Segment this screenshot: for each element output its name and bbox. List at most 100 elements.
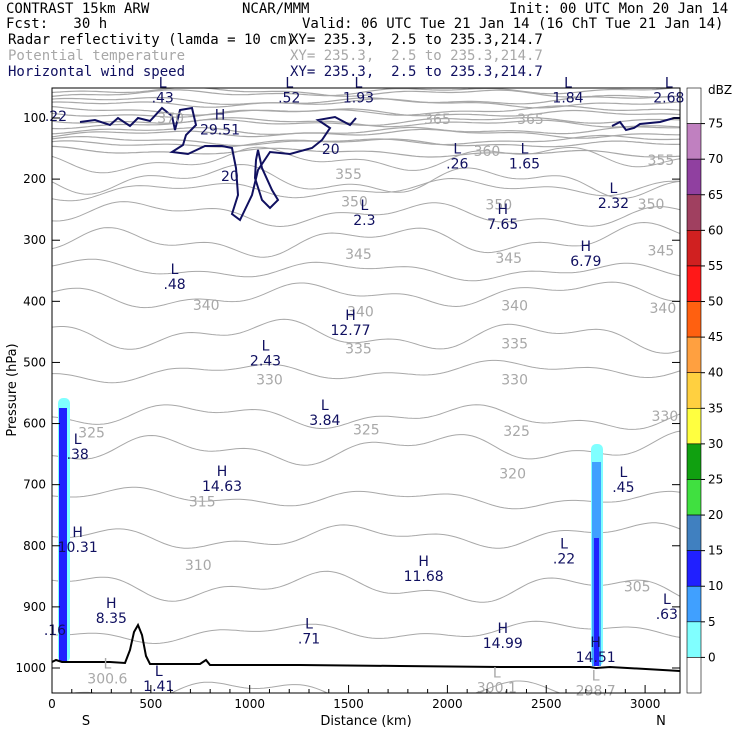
- theta-contour-label: 340: [193, 298, 220, 314]
- extremum-marker: L: [453, 142, 461, 158]
- colorbar-swatch: [686, 479, 702, 516]
- plot-frame: [51, 87, 681, 694]
- x-tick-label: 2500: [531, 697, 562, 711]
- extremum-value: 3.84: [309, 413, 340, 429]
- theta-contour-line: [52, 126, 680, 138]
- colorbar-swatch: [686, 301, 702, 338]
- extremum-marker: H: [497, 202, 508, 218]
- extremum-value: .26: [446, 157, 468, 173]
- extremum-marker: L: [665, 76, 673, 92]
- theta-contour-label: 365: [424, 112, 451, 128]
- axes: 0 500 1000 1500 2000 2500 3000 100 200 300 400 500 6…: [5, 87, 681, 729]
- extremum-marker: L: [560, 536, 568, 552]
- theta-contour-label: 305: [624, 580, 651, 596]
- theta-contour-label: 340: [347, 305, 374, 321]
- theta-contour-label: 320: [499, 467, 526, 483]
- theta-contour-line: [52, 134, 680, 148]
- forecast-hour: Fcst: 30 h: [6, 16, 108, 32]
- colorbar-level-label: 30: [708, 437, 723, 451]
- theta-contour-label: 325: [78, 426, 105, 442]
- colorbar-level-label: 25: [708, 472, 723, 486]
- theta-contour-line: [52, 146, 680, 174]
- extremum-marker: L: [285, 76, 293, 92]
- colorbar-level-label: 75: [708, 117, 723, 131]
- wind-contour-label: 20: [322, 142, 340, 158]
- theta-contour-line: [52, 163, 680, 199]
- extremum-value: .22: [45, 109, 67, 125]
- theta-contour-label: 310: [185, 558, 212, 574]
- colorbar-swatch: [686, 585, 702, 623]
- theta-contour-label: 345: [345, 247, 372, 263]
- extremum-marker: H: [72, 525, 83, 541]
- theta-contour-label: 315: [189, 495, 216, 511]
- y-tick-label: 300: [23, 233, 46, 247]
- extremum-value: 14.99: [483, 636, 523, 652]
- colorbar-swatch: [686, 230, 702, 267]
- extremum-value: 7.65: [487, 217, 518, 233]
- y-tick-label: 800: [23, 539, 46, 553]
- theta-contour-label: 355: [335, 167, 362, 183]
- wind-contour-lines: [79, 106, 680, 222]
- extremum-value: 2.68: [653, 91, 684, 107]
- x-tick-label: 0: [48, 697, 56, 711]
- y-tick-label: 700: [23, 478, 46, 492]
- extremum-marker: H: [581, 239, 592, 255]
- colorbar-swatch: [686, 336, 702, 374]
- model-title: CONTRAST 15km ARW: [6, 1, 150, 17]
- extremum-value: 6.79: [570, 254, 601, 270]
- theta-contour-line: [52, 281, 680, 309]
- extremum-marker: L: [321, 398, 329, 414]
- colorbar-level-label: 65: [708, 188, 723, 202]
- extremum-value: 8.35: [96, 611, 127, 627]
- colorbar-level-label: 45: [708, 330, 723, 344]
- extremum-value: 14.51: [576, 650, 616, 666]
- theta-contour-label: 330: [256, 372, 283, 388]
- theta-contour-line: [52, 106, 680, 117]
- extremum-marker: H: [345, 308, 356, 324]
- theta-contour-line: [52, 177, 680, 202]
- theta-contour-label: 340: [650, 301, 677, 317]
- extremum-marker: H: [215, 107, 226, 123]
- colorbar-level-label: 15: [708, 544, 723, 558]
- theta-contour-line: [52, 570, 680, 603]
- extremum-value: 10.31: [58, 540, 98, 556]
- colorbar-swatch: [686, 194, 702, 231]
- extremum-value: 298.7: [576, 683, 616, 699]
- extremum-marker: H: [590, 635, 601, 651]
- theta-contour-line: [52, 136, 680, 148]
- xy-theta: XY= 235.3, 2.5 to 235.3,214.7: [290, 48, 543, 64]
- theta-contour-label: 350: [341, 195, 368, 211]
- colorbar-level-label: 40: [708, 366, 723, 380]
- colorbar-swatch: [686, 621, 702, 658]
- theta-contour-label: 345: [495, 251, 522, 267]
- extremum-value: 11.68: [404, 569, 444, 585]
- y-tick-label: 1000: [15, 661, 46, 675]
- terrain-line: [52, 622, 680, 672]
- extremum-value: 2.3: [353, 213, 375, 229]
- extremum-marker: L: [663, 592, 671, 608]
- x-tick-label: 2000: [432, 697, 463, 711]
- x-axis-label: Distance (km): [320, 714, 411, 729]
- extremum-marker: L: [74, 432, 82, 448]
- theta-contour-line: [52, 486, 680, 510]
- colorbar-swatch: [686, 407, 702, 445]
- colorbar-level-label: 55: [708, 259, 723, 273]
- reflectivity-cell: [594, 538, 599, 666]
- colorbar-swatch: [686, 514, 702, 551]
- x-tick-label: 1500: [333, 697, 364, 711]
- south-label: S: [82, 714, 90, 729]
- theta-contour-label: 360: [474, 144, 501, 160]
- init-time: Init: 00 UTC Mon 20 Jan 14: [509, 1, 729, 17]
- wind-contour-line: [611, 117, 680, 132]
- colorbar-level-label: 5: [708, 615, 716, 629]
- extremum-marker: L: [592, 668, 600, 684]
- x-tick-label: 500: [139, 697, 162, 711]
- reflectivity-cells: [58, 398, 603, 666]
- theta-contour-label: 335: [345, 341, 372, 357]
- extremum-value: 2.43: [250, 353, 281, 369]
- theta-contour-label: 340: [501, 298, 528, 314]
- extremum-marker: L: [360, 198, 368, 214]
- theta-contour-line: [52, 404, 680, 430]
